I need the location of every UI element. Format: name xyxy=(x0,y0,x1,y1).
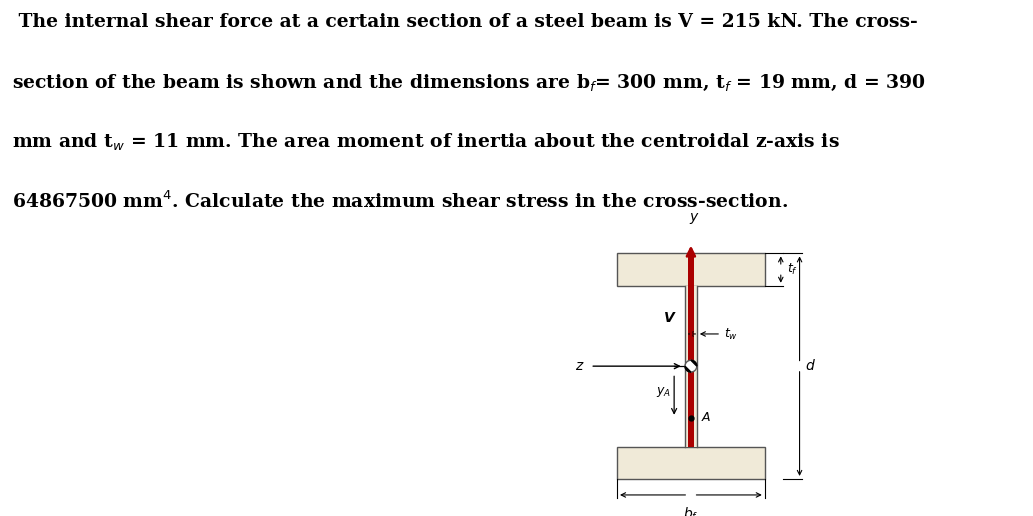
Text: mm and t$_w$ = 11 mm. The area moment of inertia about the centroidal z-axis is: mm and t$_w$ = 11 mm. The area moment of… xyxy=(12,132,840,153)
Bar xyxy=(617,253,764,286)
Text: y: y xyxy=(689,210,697,224)
Text: V: V xyxy=(664,311,675,325)
Text: d: d xyxy=(805,359,814,373)
Text: The internal shear force at a certain section of a steel beam is V = 215 kN. The: The internal shear force at a certain se… xyxy=(12,13,918,31)
Bar xyxy=(688,253,694,447)
Text: $t_f$: $t_f$ xyxy=(787,262,799,277)
Text: A: A xyxy=(701,411,710,424)
Circle shape xyxy=(685,360,697,372)
Bar xyxy=(617,447,764,479)
Text: section of the beam is shown and the dimensions are b$_f$= 300 mm, t$_f$ = 19 mm: section of the beam is shown and the dim… xyxy=(12,72,926,93)
Text: z: z xyxy=(575,359,583,373)
Text: 64867500 mm$^4$. Calculate the maximum shear stress in the cross-section.: 64867500 mm$^4$. Calculate the maximum s… xyxy=(12,191,788,213)
Text: $t_w$: $t_w$ xyxy=(724,327,738,342)
Polygon shape xyxy=(685,366,691,372)
Text: $y_A$: $y_A$ xyxy=(656,385,671,399)
Polygon shape xyxy=(691,360,697,366)
Text: $b_f$: $b_f$ xyxy=(683,506,698,516)
Bar xyxy=(685,286,697,447)
